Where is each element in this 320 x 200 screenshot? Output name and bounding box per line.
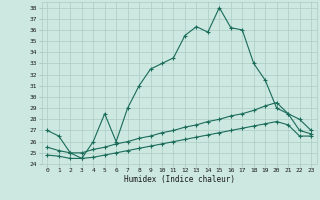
X-axis label: Humidex (Indice chaleur): Humidex (Indice chaleur) (124, 175, 235, 184)
